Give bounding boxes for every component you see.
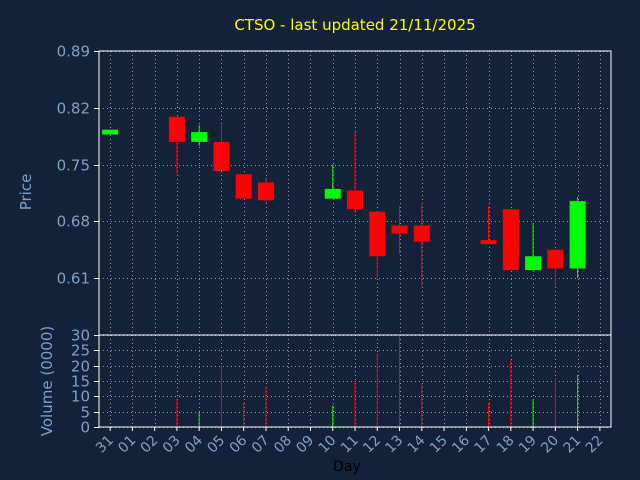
price-tick-label: 0.82: [57, 100, 90, 118]
price-tick-label: 0.61: [57, 270, 90, 288]
candle-body: [502, 209, 519, 271]
x-tick-label: 07: [249, 433, 273, 457]
candle-body: [168, 116, 185, 142]
volume-tick-label: 30: [71, 327, 90, 345]
candle-body: [324, 188, 341, 199]
candle-body: [547, 249, 564, 269]
candle-body: [525, 256, 542, 271]
candle-body: [191, 132, 208, 142]
candle-body: [102, 129, 119, 135]
x-tick-label: 11: [338, 433, 362, 457]
grid-layer: [99, 51, 611, 428]
candle-body: [257, 182, 274, 201]
x-tick-label: 31: [93, 433, 117, 457]
candle-body: [569, 201, 586, 269]
x-tick-label: 20: [538, 433, 562, 457]
x-tick-label: 12: [360, 433, 384, 457]
x-tick-label: 09: [293, 433, 317, 457]
x-tick-label: 22: [583, 433, 607, 457]
x-tick-label: 16: [449, 432, 473, 456]
price-axis-label: Price: [17, 174, 35, 211]
price-candles: [102, 116, 586, 287]
volume-axis-label: Volume (0000): [38, 326, 56, 436]
chart-title: CTSO - last updated 21/11/2025: [234, 16, 475, 34]
x-tick-label: 13: [382, 433, 406, 457]
x-tick-label: 15: [427, 433, 451, 457]
candle-body: [369, 211, 386, 257]
x-tick-label: 03: [160, 433, 184, 457]
price-tick-label: 0.68: [57, 213, 90, 231]
volume-tick-label: 5: [80, 404, 90, 422]
volume-tick-label: 25: [71, 342, 90, 360]
price-tick-label: 0.75: [57, 157, 90, 175]
x-tick-label: 18: [494, 433, 518, 457]
volume-tick-label: 10: [71, 388, 90, 406]
volume-tick-label: 0: [80, 419, 90, 437]
candle-body: [480, 240, 497, 245]
volume-tick-label: 15: [71, 373, 90, 391]
candle-body: [235, 174, 252, 199]
x-tick-label: 14: [405, 432, 429, 456]
x-tick-label: 02: [138, 433, 162, 457]
candle-body: [347, 190, 363, 210]
x-tick-label: 19: [516, 433, 540, 457]
price-tick-label: 0.89: [57, 43, 90, 61]
x-tick-label: 04: [182, 432, 206, 456]
x-tick-label: 10: [316, 433, 340, 457]
x-axis-label: Day: [333, 459, 361, 475]
volume-tick-label: 20: [71, 358, 90, 376]
x-tick-label: 05: [204, 433, 228, 457]
x-tick-label: 01: [115, 433, 139, 457]
x-tick-label: 17: [471, 433, 495, 457]
x-tick-label: 21: [561, 433, 585, 457]
candle-body: [391, 225, 408, 234]
x-tick-label: 08: [271, 433, 295, 457]
volume-bars: [176, 335, 579, 427]
candle-body: [413, 225, 430, 242]
candle-body: [213, 141, 230, 172]
x-tick-label: 06: [227, 432, 251, 456]
axis-layer: 0.890.820.750.680.6130252015105031010203…: [57, 43, 607, 457]
